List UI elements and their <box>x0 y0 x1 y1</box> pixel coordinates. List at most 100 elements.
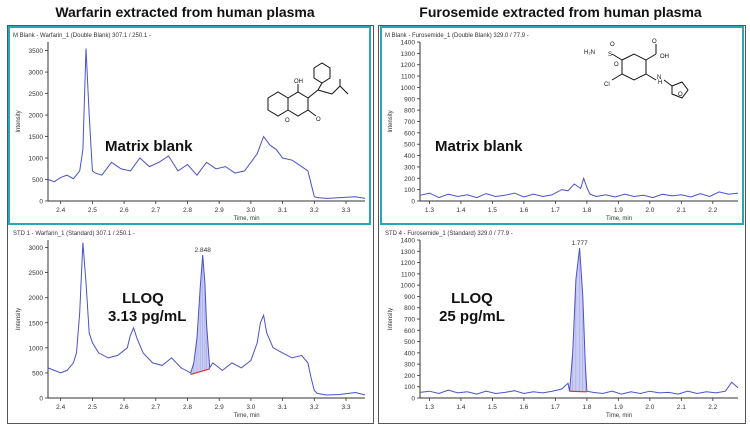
x-tick-label: 1.7 <box>551 404 560 411</box>
y-tick-label: 1000 <box>29 345 44 352</box>
warfarin-blank-overlay: Matrix blank <box>105 138 193 155</box>
x-tick-label: 1.4 <box>456 207 465 214</box>
y-tick-label: 200 <box>404 373 415 380</box>
y-tick-label: 1400 <box>401 40 416 47</box>
chromatogram-trace <box>419 247 739 395</box>
x-axis-label: Time, min <box>606 216 632 222</box>
x-tick-label: 3.3 <box>341 207 350 214</box>
x-tick-label: 2.8 <box>183 404 192 411</box>
structure-atom-label: Cl <box>604 82 610 88</box>
warfarin-lloq-overlay: LLOQ 3.13 pg/mL <box>108 290 187 325</box>
x-axis-label: Time, min <box>606 413 632 419</box>
x-tick-label: 2.6 <box>120 207 129 214</box>
structure-atom-label: O <box>610 42 615 48</box>
y-tick-label: 2500 <box>29 270 44 277</box>
y-tick-label: 1000 <box>401 283 416 290</box>
y-tick-label: 1000 <box>29 156 44 163</box>
structure-atom-label: OH <box>660 54 669 60</box>
x-tick-label: 3.2 <box>310 207 319 214</box>
chart-header: STD 1 - Warfarin_1 (Standard) 307.1 / 25… <box>13 231 135 237</box>
structure-atom-label: H <box>658 80 662 86</box>
x-tick-label: 3.0 <box>246 404 255 411</box>
furosemide-lloq-overlay: LLOQ 25 pg/mL <box>439 290 505 325</box>
x-tick-label: 1.3 <box>425 404 434 411</box>
x-tick-label: 1.5 <box>488 207 497 214</box>
x-tick-label: 3.1 <box>278 404 287 411</box>
structure-atom-label: O <box>285 118 290 124</box>
y-tick-label: 500 <box>404 339 415 346</box>
warfarin-lloq-chart: STD 1 - Warfarin_1 (Standard) 307.1 / 25… <box>13 231 366 419</box>
y-tick-label: 200 <box>404 176 415 183</box>
y-axis-label: Intensity <box>388 110 394 132</box>
x-tick-label: 3.1 <box>278 207 287 214</box>
y-tick-label: 0 <box>411 199 415 206</box>
y-tick-label: 1000 <box>401 85 416 92</box>
x-tick-label: 3.0 <box>246 207 255 214</box>
x-tick-label: 1.8 <box>582 404 591 411</box>
y-tick-label: 800 <box>404 305 415 312</box>
y-tick-label: 900 <box>404 96 415 103</box>
structure-atom-label: O <box>614 62 619 68</box>
chart-header: STD 4 - Furosemide_1 (Standard) 329.0 / … <box>385 231 513 237</box>
x-tick-label: 2.7 <box>151 404 160 411</box>
structure-atom-label: H₂N <box>584 50 595 56</box>
y-axis-label: Intensity <box>388 308 394 330</box>
x-tick-label: 2.8 <box>183 207 192 214</box>
y-axis-label: Intensity <box>16 110 22 132</box>
y-tick-label: 600 <box>404 328 415 335</box>
x-tick-label: 1.9 <box>614 207 623 214</box>
y-tick-label: 300 <box>404 362 415 369</box>
furosemide-blank-panel: M Blank - Furosemide_1 (Double Blank) 32… <box>380 26 744 225</box>
structure-atom-label: S <box>608 52 612 58</box>
chart-header: M Blank - Warfarin_1 (Double Blank) 307.… <box>13 33 151 39</box>
y-tick-label: 1200 <box>401 260 416 267</box>
y-tick-label: 1500 <box>29 134 44 141</box>
x-tick-label: 2.9 <box>215 207 224 214</box>
y-tick-label: 300 <box>404 164 415 171</box>
left-column-title: Warfarin extracted from human plasma <box>55 4 315 20</box>
y-tick-label: 500 <box>32 370 43 377</box>
x-tick-label: 1.5 <box>488 404 497 411</box>
x-tick-label: 1.4 <box>456 404 465 411</box>
y-tick-label: 0 <box>39 199 43 206</box>
y-tick-label: 600 <box>404 130 415 137</box>
structure-atom-label: O <box>678 92 683 98</box>
furosemide-lloq-panel: STD 4 - Furosemide_1 (Standard) 329.0 / … <box>382 226 742 420</box>
peak-baseline <box>569 390 587 393</box>
x-axis-label: Time, min <box>233 216 259 222</box>
y-tick-label: 500 <box>404 142 415 149</box>
x-tick-label: 3.3 <box>341 404 350 411</box>
y-tick-label: 0 <box>411 396 415 403</box>
structure-atom-label: OH <box>294 79 303 85</box>
x-tick-label: 1.3 <box>425 207 434 214</box>
y-tick-label: 2000 <box>29 295 44 302</box>
x-tick-label: 3.2 <box>310 404 319 411</box>
chromatogram-trace <box>47 242 366 396</box>
x-tick-label: 2.4 <box>56 207 65 214</box>
x-tick-label: 1.8 <box>582 207 591 214</box>
warfarin-blank-panel: M Blank - Warfarin_1 (Double Blank) 307.… <box>8 26 371 225</box>
y-tick-label: 1100 <box>401 74 415 81</box>
y-tick-label: 2000 <box>29 113 44 120</box>
y-tick-label: 1500 <box>29 320 44 327</box>
chromatogram-trace <box>419 176 739 199</box>
y-tick-label: 0 <box>39 396 43 403</box>
peak-label: 2.848 <box>195 247 212 254</box>
y-tick-label: 1400 <box>401 238 416 245</box>
peak-label: 1.777 <box>571 240 588 247</box>
y-tick-label: 1200 <box>401 62 416 69</box>
x-tick-label: 2.2 <box>708 404 717 411</box>
y-tick-label: 100 <box>404 187 415 194</box>
warfarin-lloq-panel: STD 1 - Warfarin_1 (Standard) 307.1 / 25… <box>10 226 369 420</box>
y-tick-label: 2500 <box>29 91 44 98</box>
peak-baseline <box>190 368 210 376</box>
warfarin-blank-chart: M Blank - Warfarin_1 (Double Blank) 307.… <box>13 33 366 222</box>
x-axis-label: Time, min <box>233 413 259 419</box>
furosemide-lloq-chart: STD 4 - Furosemide_1 (Standard) 329.0 / … <box>385 231 739 419</box>
y-tick-label: 3500 <box>29 48 44 55</box>
x-tick-label: 2.7 <box>151 207 160 214</box>
furosemide-blank-chart: M Blank - Furosemide_1 (Double Blank) 32… <box>385 33 739 222</box>
y-tick-label: 500 <box>32 177 43 184</box>
y-tick-label: 3000 <box>29 70 44 77</box>
